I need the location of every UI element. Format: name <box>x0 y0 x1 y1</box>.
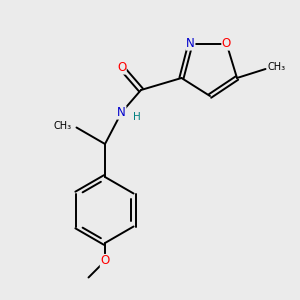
Text: O: O <box>117 61 126 74</box>
Text: O: O <box>100 254 109 268</box>
Text: CH₃: CH₃ <box>54 121 72 131</box>
Text: O: O <box>222 37 231 50</box>
Text: N: N <box>186 37 195 50</box>
Text: N: N <box>117 106 126 119</box>
Text: H: H <box>133 112 141 122</box>
Text: CH₃: CH₃ <box>267 62 285 73</box>
